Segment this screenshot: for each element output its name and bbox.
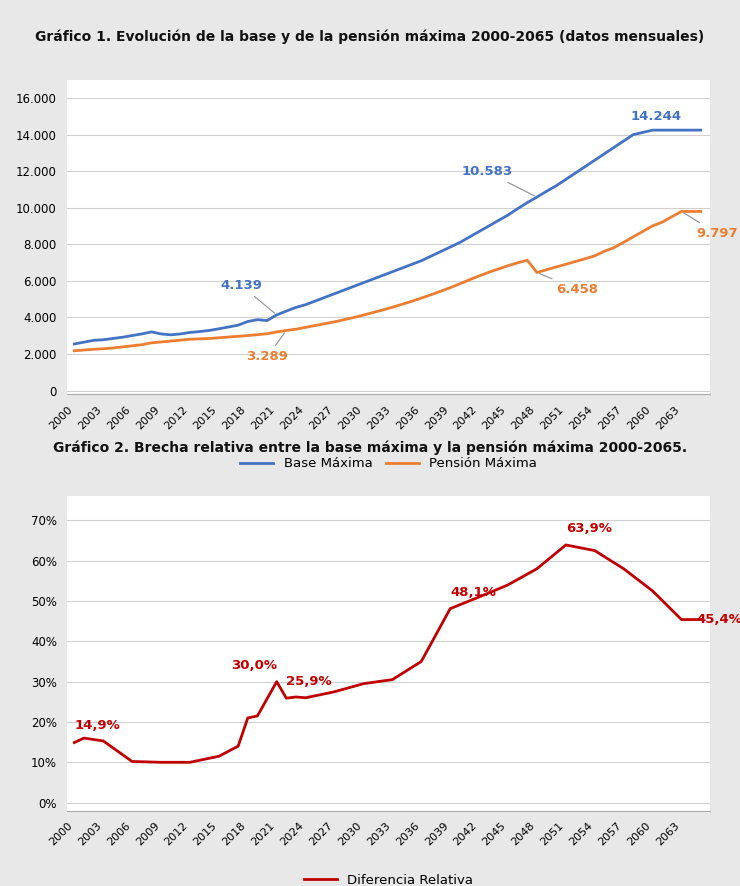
Text: 14,9%: 14,9% — [74, 719, 120, 733]
Text: 9.797: 9.797 — [684, 213, 738, 240]
Text: 25,9%: 25,9% — [286, 675, 332, 688]
Text: 14.244: 14.244 — [630, 110, 682, 123]
Text: Gráfico 1. Evolución de la base y de la pensión máxima 2000-2065 (datos mensuale: Gráfico 1. Evolución de la base y de la … — [36, 29, 704, 43]
Text: 63,9%: 63,9% — [566, 522, 612, 535]
Text: 4.139: 4.139 — [221, 279, 275, 313]
Legend: Diferencia Relativa: Diferencia Relativa — [298, 868, 479, 886]
Text: Gráfico 2. Brecha relativa entre la base máxima y la pensión máxima 2000-2065.: Gráfico 2. Brecha relativa entre la base… — [53, 440, 687, 455]
Text: 48,1%: 48,1% — [450, 586, 496, 599]
Text: 30,0%: 30,0% — [231, 658, 277, 672]
Text: 6.458: 6.458 — [539, 274, 598, 296]
Legend: Base Máxima, Pensión Máxima: Base Máxima, Pensión Máxima — [235, 452, 542, 476]
Text: 10.583: 10.583 — [462, 166, 534, 196]
Text: 3.289: 3.289 — [246, 333, 288, 363]
Text: 45,4%: 45,4% — [696, 613, 740, 626]
